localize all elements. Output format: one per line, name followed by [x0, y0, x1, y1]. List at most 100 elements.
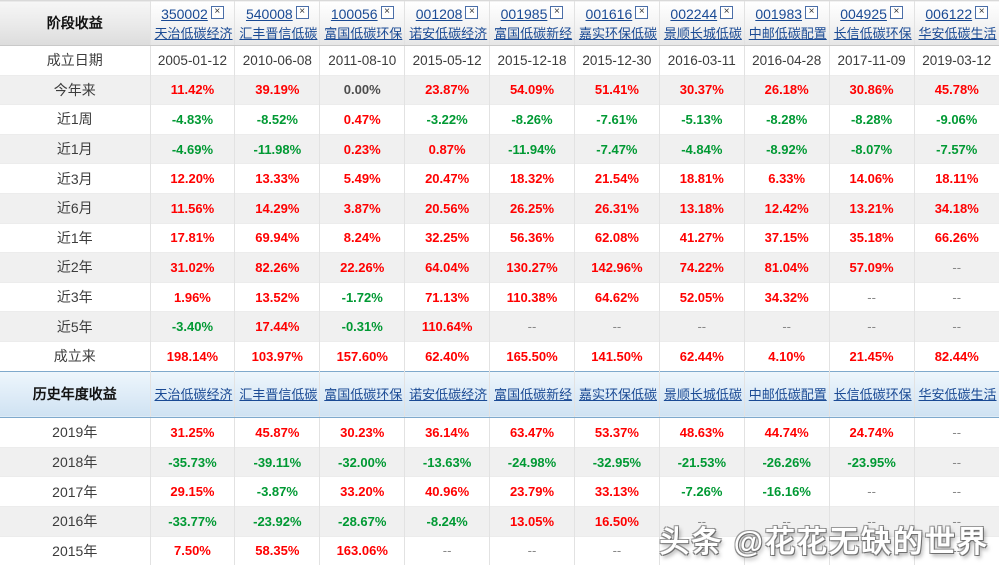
fund-code-link[interactable]: 540008: [245, 5, 293, 22]
return-value-cell: --: [404, 535, 490, 565]
inception-date-cell: 2017-11-09: [828, 45, 915, 76]
fund-name-link[interactable]: 天治低碳经济: [154, 387, 233, 403]
fund-name-link[interactable]: 富国低碳环保: [324, 25, 403, 41]
return-value-cell: 11.42%: [149, 74, 235, 105]
return-value-cell: 0.47%: [319, 104, 405, 135]
fund-name-link[interactable]: 诺安低碳经济: [409, 387, 488, 403]
return-value-cell: --: [573, 311, 660, 342]
return-value-cell: --: [913, 446, 999, 477]
row-label: 成立来: [0, 340, 150, 372]
return-value-cell: 69.94%: [234, 222, 320, 253]
return-value-cell: 30.23%: [319, 417, 405, 448]
close-icon[interactable]: ×: [975, 5, 989, 19]
fund-name-link[interactable]: 嘉实环保低碳: [578, 387, 657, 403]
close-icon[interactable]: ×: [635, 5, 649, 19]
fund-name-link[interactable]: 富国低碳新经: [494, 25, 573, 41]
fund-code-link[interactable]: 006122: [925, 5, 973, 22]
fund-code-link[interactable]: 350002: [161, 5, 208, 22]
return-value-cell: -8.28%: [828, 104, 915, 135]
return-value-cell: -0.31%: [319, 311, 405, 342]
close-icon[interactable]: ×: [550, 5, 564, 19]
return-value-cell: -7.57%: [913, 133, 999, 164]
fund-code-link[interactable]: 001983: [755, 5, 803, 22]
return-value-cell: 37.15%: [743, 222, 830, 253]
close-icon[interactable]: ×: [465, 5, 479, 19]
fund-name-link[interactable]: 嘉实环保低碳: [578, 25, 657, 41]
return-value-cell: 17.81%: [149, 222, 235, 253]
close-icon[interactable]: ×: [210, 5, 224, 19]
return-value-cell: -8.92%: [743, 133, 830, 164]
close-icon[interactable]: ×: [295, 5, 309, 19]
fund-name-link[interactable]: 汇丰晋信低碳: [239, 25, 318, 41]
return-value-cell: --: [743, 505, 830, 537]
close-icon[interactable]: ×: [889, 5, 903, 19]
fund-code-link[interactable]: 002244: [670, 5, 718, 22]
fund-code-link[interactable]: 001616: [585, 5, 633, 22]
fund-name-link[interactable]: 中邮低碳配置: [748, 25, 827, 41]
history-fund-header: 景顺长城低碳: [658, 370, 745, 419]
return-value-cell: --: [913, 505, 999, 537]
inception-date-cell: 2016-04-28: [743, 45, 830, 76]
fund-code-link[interactable]: 001208: [415, 5, 463, 22]
return-value-cell: --: [743, 535, 830, 565]
return-value-cell: --: [828, 535, 915, 565]
return-value-cell: --: [913, 417, 999, 448]
return-value-cell: 0.87%: [404, 133, 490, 164]
table-row: 近3月 12.20% 13.33% 5.49% 20.47% 18.32% 21.54% 18…: [0, 163, 999, 194]
fund-name-link[interactable]: 华安低碳生活: [918, 387, 997, 403]
row-label: 2016年: [0, 505, 150, 537]
fund-code-link[interactable]: 100056: [330, 5, 378, 22]
table-row: 近1月 -4.69% -11.98% 0.23% 0.87% -11.94% -7.47% -…: [0, 133, 999, 164]
fund-name-link[interactable]: 长信低碳环保: [833, 25, 912, 41]
return-value-cell: 57.09%: [828, 252, 915, 283]
table-row: 2015年 7.50% 58.35% 163.06% -- -- -- -- -- -- --: [0, 535, 999, 565]
return-value-cell: -3.40%: [149, 311, 235, 342]
return-value-cell: 13.52%: [234, 281, 320, 312]
fund-name-link[interactable]: 富国低碳新经: [494, 387, 573, 403]
table-row: 2016年 -33.77% -23.92% -28.67% -8.24% 13.05% 16…: [0, 505, 999, 537]
close-icon[interactable]: ×: [380, 5, 394, 19]
fund-name-line: 天治低碳经济: [154, 25, 233, 43]
history-fund-header: 华安低碳生活: [913, 370, 999, 419]
fund-code-line: 001983 ×: [749, 4, 825, 25]
history-fund-header: 诺安低碳经济: [404, 370, 490, 419]
fund-column-header: 001208 × 诺安低碳经济: [404, 0, 490, 46]
fund-name-link[interactable]: 富国低碳环保: [324, 387, 403, 403]
return-value-cell: -13.63%: [404, 446, 490, 477]
return-value-cell: 23.79%: [489, 476, 575, 507]
fund-code-link[interactable]: 004925: [840, 5, 887, 22]
return-value-cell: 66.26%: [913, 222, 999, 253]
return-value-cell: 13.21%: [828, 192, 915, 224]
fund-name-link[interactable]: 天治低碳经济: [154, 25, 233, 41]
return-value-cell: 44.74%: [743, 417, 830, 448]
fund-code-line: 004925 ×: [834, 4, 910, 25]
fund-name-link[interactable]: 华安低碳生活: [918, 25, 997, 41]
fund-name-link[interactable]: 长信低碳环保: [833, 387, 912, 403]
fund-column-header: 001985 × 富国低碳新经: [489, 0, 575, 46]
history-fund-header: 天治低碳经济: [149, 370, 235, 419]
return-value-cell: 26.18%: [743, 74, 830, 105]
fund-header-row: 阶段收益 350002 × 天治低碳经济 540008 × 汇丰晋信低碳 100056 × 富国…: [0, 0, 999, 46]
return-value-cell: --: [658, 535, 745, 565]
fund-code-link[interactable]: 001985: [500, 5, 548, 22]
history-fund-header: 中邮低碳配置: [743, 370, 830, 419]
fund-name-link[interactable]: 汇丰晋信低碳: [239, 387, 318, 403]
return-value-cell: 11.56%: [149, 192, 235, 224]
return-value-cell: 34.32%: [743, 281, 830, 312]
fund-name-link[interactable]: 中邮低碳配置: [748, 387, 827, 403]
return-value-cell: 3.87%: [319, 192, 405, 224]
close-icon[interactable]: ×: [720, 5, 734, 19]
close-icon[interactable]: ×: [805, 5, 819, 19]
fund-name-link[interactable]: 景顺长城低碳: [663, 25, 742, 41]
fund-name-link[interactable]: 景顺长城低碳: [663, 387, 742, 403]
fund-column-header: 540008 × 汇丰晋信低碳: [234, 0, 320, 46]
return-value-cell: 5.49%: [319, 163, 405, 194]
return-value-cell: -8.24%: [404, 505, 490, 537]
return-value-cell: 110.38%: [489, 281, 575, 312]
fund-name-line: 长信低碳环保: [833, 25, 912, 43]
fund-name-line: 嘉实环保低碳: [578, 25, 657, 43]
return-value-cell: --: [913, 252, 999, 283]
return-value-cell: -32.95%: [573, 446, 660, 477]
return-value-cell: 45.78%: [913, 74, 999, 105]
fund-name-link[interactable]: 诺安低碳经济: [409, 25, 488, 41]
